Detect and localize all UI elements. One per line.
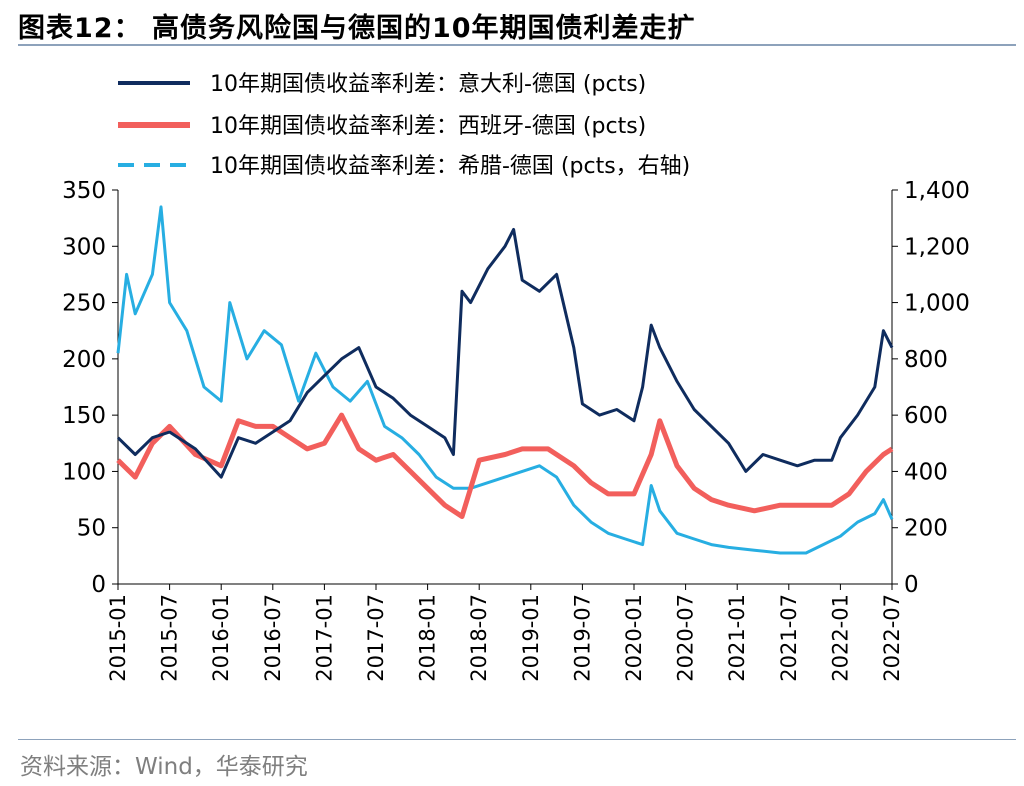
legend-label-spain: 10年期国债收益率利差：西班牙-德国 (pcts) <box>210 114 646 139</box>
right-tick-label: 400 <box>904 459 948 485</box>
x-tick-label: 2017-01 <box>312 594 336 682</box>
right-tick-label: 1,000 <box>904 291 970 317</box>
x-tick-label: 2016-07 <box>261 594 285 682</box>
right-tick-label: 200 <box>904 516 948 542</box>
right-tick-label: 0 <box>904 572 919 598</box>
left-tick-label: 100 <box>62 459 106 485</box>
left-tick-label: 0 <box>91 572 106 598</box>
x-tick-label: 2019-01 <box>519 594 543 682</box>
x-tick-label: 2015-07 <box>158 594 182 682</box>
x-tick-label: 2022-01 <box>828 594 852 682</box>
left-tick-label: 300 <box>62 234 106 260</box>
right-tick-label: 1,200 <box>904 234 970 260</box>
footer-divider <box>18 739 1016 740</box>
left-tick-label: 250 <box>62 291 106 317</box>
x-axis-ticks: 2015-01 2015-07 2016-01 2016-07 2017-01 2017-… <box>106 584 904 682</box>
chart: 10年期国债收益率利差：意大利-德国 (pcts) 10年期国债收益率利差：西班… <box>62 72 970 682</box>
x-tick-label: 2020-07 <box>674 594 698 682</box>
right-tick-label: 600 <box>904 403 948 429</box>
left-tick-label: 150 <box>62 403 106 429</box>
x-tick-label: 2021-01 <box>725 594 749 682</box>
title-divider <box>18 44 1016 46</box>
series-line-italy <box>116 227 894 479</box>
series-layer <box>116 205 894 555</box>
plot-area: 0 50 100 150 200 250 300 350 0 200 400 600 800 1,000… <box>62 178 970 682</box>
x-tick-label: 2018-01 <box>416 594 440 682</box>
right-axis-ticks: 0 200 400 600 800 1,000 1,200 1,400 <box>892 178 970 598</box>
left-tick-label: 50 <box>77 516 106 542</box>
x-tick-label: 2016-01 <box>209 594 233 682</box>
x-tick-label: 2018-07 <box>467 594 491 682</box>
right-tick-label: 1,400 <box>904 178 970 204</box>
left-axis-ticks: 0 50 100 150 200 250 300 350 <box>62 178 118 598</box>
right-tick-label: 800 <box>904 347 948 373</box>
x-tick-label: 2019-07 <box>570 594 594 682</box>
x-tick-label: 2022-07 <box>880 594 904 682</box>
legend-label-greece: 10年期国债收益率利差：希腊-德国 (pcts，右轴) <box>210 154 690 179</box>
source-note: 资料来源：Wind，华泰研究 <box>20 754 308 780</box>
page-title: 图表12： 高债务风险国与德国的10年期国债利差走扩 <box>18 13 696 44</box>
legend: 10年期国债收益率利差：意大利-德国 (pcts) 10年期国债收益率利差：西班… <box>118 72 690 179</box>
left-tick-label: 200 <box>62 347 106 373</box>
x-tick-label: 2017-07 <box>364 594 388 682</box>
series-line-spain <box>116 412 894 519</box>
x-tick-label: 2021-07 <box>777 594 801 682</box>
x-tick-label: 2020-01 <box>622 594 646 682</box>
x-tick-label: 2015-01 <box>106 594 130 682</box>
legend-label-italy: 10年期国债收益率利差：意大利-德国 (pcts) <box>210 72 646 97</box>
series-line-greece <box>116 205 894 555</box>
left-tick-label: 350 <box>62 178 106 204</box>
